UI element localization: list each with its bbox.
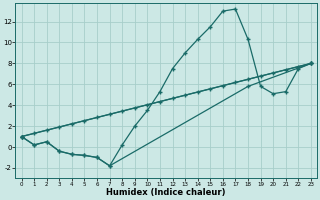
X-axis label: Humidex (Indice chaleur): Humidex (Indice chaleur) — [107, 188, 226, 197]
